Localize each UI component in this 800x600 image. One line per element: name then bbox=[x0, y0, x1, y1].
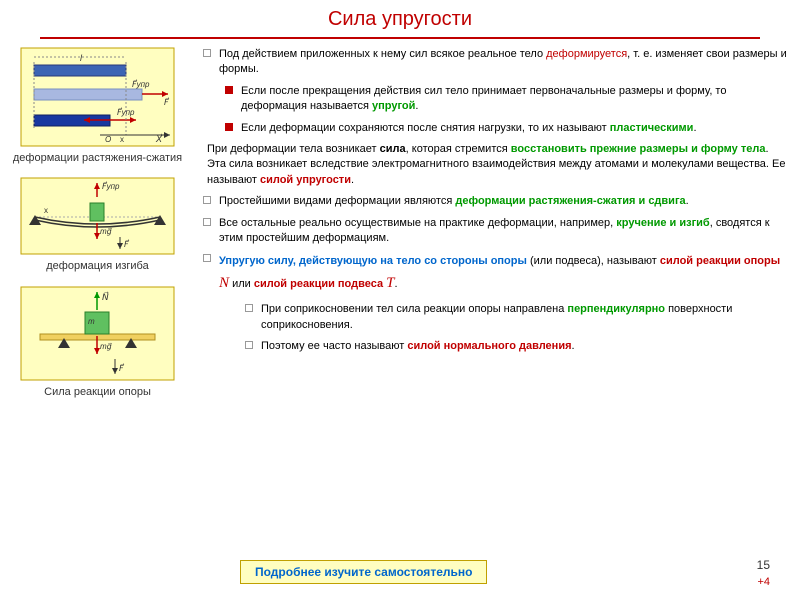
svg-text:x: x bbox=[44, 206, 48, 215]
bullet-icon bbox=[225, 86, 233, 94]
para-normal: Поэтому ее часто называют силой нормальн… bbox=[195, 339, 790, 354]
title-divider bbox=[40, 37, 760, 39]
bullet-icon bbox=[203, 49, 211, 57]
bullet-icon bbox=[225, 123, 233, 131]
diagram-tension: l F⃗упр F⃗ F⃗упр x X⃗ O bbox=[10, 47, 185, 147]
svg-text:N⃗: N⃗ bbox=[102, 291, 109, 302]
svg-text:mg⃗: mg⃗ bbox=[100, 342, 112, 351]
diagram-tension-caption: деформации растяжения-сжатия bbox=[10, 151, 185, 165]
diagram-bending-caption: деформация изгиба bbox=[10, 259, 185, 273]
bullet-icon bbox=[203, 254, 211, 262]
right-column: Под действием приложенных к нему сил вся… bbox=[185, 47, 790, 411]
plus-number: +4 bbox=[757, 576, 770, 588]
page-number: 15 bbox=[757, 558, 770, 572]
svg-text:O: O bbox=[105, 135, 111, 144]
para-reaction: Упругую силу, действующую на тело со сто… bbox=[195, 252, 790, 296]
bullet-icon bbox=[203, 196, 211, 204]
bullet-icon bbox=[245, 304, 253, 312]
para-types: Простейшими видами деформации являются д… bbox=[195, 194, 790, 209]
para-elastic: Если после прекращения действия сил тело… bbox=[195, 84, 790, 115]
para-other: Все остальные реально осуществимые на пр… bbox=[195, 216, 790, 247]
left-column: l F⃗упр F⃗ F⃗упр x X⃗ O bbox=[10, 47, 185, 411]
page-title: Сила упругости bbox=[0, 8, 800, 31]
para-deformation: Под действием приложенных к нему сил вся… bbox=[195, 47, 790, 78]
svg-text:F⃗упр: F⃗упр bbox=[102, 181, 120, 191]
para-force: При деформации тела возникает сила, кото… bbox=[195, 142, 790, 188]
svg-text:x: x bbox=[120, 135, 124, 144]
bullet-icon bbox=[203, 218, 211, 226]
svg-text:m: m bbox=[88, 317, 95, 326]
diagram-reaction-caption: Сила реакции опоры bbox=[10, 385, 185, 399]
footer-note: Подробнее изучите самостоятельно bbox=[240, 560, 487, 584]
para-perpendicular: При соприкосновении тел сила реакции опо… bbox=[195, 302, 790, 333]
bullet-icon bbox=[245, 341, 253, 349]
para-plastic: Если деформации сохраняются после снятия… bbox=[195, 121, 790, 136]
diagram-bending: F⃗упр mg⃗ x F⃗ bbox=[10, 177, 185, 255]
svg-text:mg⃗: mg⃗ bbox=[100, 227, 112, 236]
diagram-reaction: m N⃗ mg⃗ F⃗ bbox=[10, 286, 185, 381]
svg-text:F⃗упр: F⃗упр bbox=[132, 79, 150, 89]
